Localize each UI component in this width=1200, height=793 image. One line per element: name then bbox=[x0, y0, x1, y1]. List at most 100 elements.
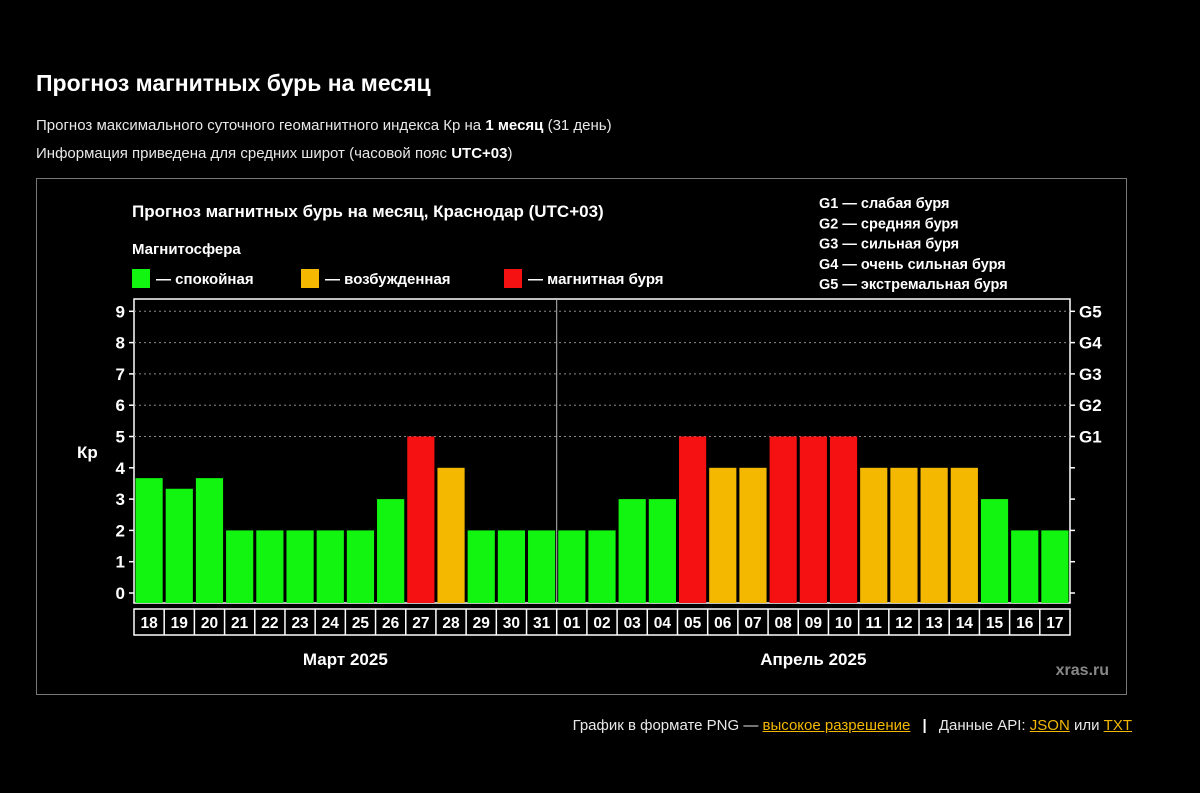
api-label: Данные API: bbox=[938, 717, 1026, 734]
footer: График в формате PNG — высокое разрешени… bbox=[573, 717, 1132, 734]
x-tick-label: 20 bbox=[201, 615, 218, 632]
x-tick-label: 12 bbox=[895, 615, 912, 632]
day-axis-box bbox=[133, 608, 1071, 636]
x-tick-label: 16 bbox=[1016, 615, 1034, 632]
legend-swatch bbox=[301, 269, 319, 288]
x-tick-label: 26 bbox=[382, 615, 400, 632]
legend-swatch bbox=[504, 269, 522, 288]
x-tick-label: 15 bbox=[986, 615, 1004, 632]
x-tick-label: 28 bbox=[442, 615, 460, 632]
x-tick-label: 01 bbox=[563, 615, 581, 632]
y-tick-label: 8 bbox=[116, 334, 125, 353]
x-tick-label: 21 bbox=[231, 615, 249, 632]
x-tick-label: 04 bbox=[654, 615, 672, 632]
g-tick-label: G5 bbox=[1079, 302, 1102, 321]
x-tick-label: 13 bbox=[926, 615, 944, 632]
g-legend-item: G3 — сильная буря bbox=[819, 237, 959, 253]
bar bbox=[437, 467, 465, 603]
bar bbox=[407, 436, 435, 603]
chart-panel: Прогноз магнитных бурь на месяц, Краснод… bbox=[36, 178, 1127, 695]
bar bbox=[920, 467, 948, 603]
bar bbox=[528, 530, 556, 603]
bar bbox=[618, 499, 646, 603]
g-tick-label: G3 bbox=[1079, 365, 1102, 384]
g-tick-label: G4 bbox=[1079, 334, 1102, 353]
x-tick-label: 25 bbox=[352, 615, 370, 632]
legend-label: — спокойная bbox=[156, 271, 254, 288]
legend-swatch bbox=[132, 269, 150, 288]
x-tick-label: 17 bbox=[1046, 615, 1063, 632]
x-tick-label: 10 bbox=[835, 615, 852, 632]
high-res-link[interactable]: высокое разрешение bbox=[762, 717, 911, 734]
x-tick-label: 22 bbox=[261, 615, 278, 632]
bar bbox=[860, 467, 888, 603]
x-tick-label: 06 bbox=[714, 615, 732, 632]
x-tick-label: 31 bbox=[533, 615, 551, 632]
bar bbox=[316, 530, 344, 603]
bar bbox=[346, 530, 375, 603]
legend-title: Магнитосфера bbox=[132, 241, 241, 258]
x-tick-label: 30 bbox=[503, 615, 520, 632]
x-tick-label: 19 bbox=[171, 615, 189, 632]
month-label: Март 2025 bbox=[303, 650, 388, 669]
bar bbox=[558, 530, 586, 603]
x-tick-label: 29 bbox=[473, 615, 491, 632]
forecast-info: Прогноз максимального суточного геомагни… bbox=[36, 117, 612, 134]
legend-label: — возбужденная bbox=[325, 271, 451, 288]
x-tick-label: 24 bbox=[322, 615, 340, 632]
bar bbox=[678, 436, 707, 603]
x-tick-label: 11 bbox=[866, 615, 883, 632]
x-tick-label: 08 bbox=[775, 615, 793, 632]
y-tick-label: 1 bbox=[116, 553, 125, 572]
g-legend-item: G4 — очень сильная буря bbox=[819, 257, 1006, 273]
y-tick-label: 5 bbox=[116, 428, 125, 447]
bar bbox=[195, 478, 224, 603]
bar bbox=[980, 499, 1009, 603]
y-tick-label: 9 bbox=[116, 302, 125, 321]
x-tick-label: 02 bbox=[593, 615, 610, 632]
y-tick-label: 3 bbox=[116, 490, 125, 509]
kp-bar-chart: Прогноз магнитных бурь на месяц, Краснод… bbox=[77, 196, 1109, 679]
chart-title: Прогноз магнитных бурь на месяц, Краснод… bbox=[132, 202, 604, 221]
x-tick-label: 23 bbox=[291, 615, 309, 632]
watermark: xras.ru bbox=[1056, 662, 1109, 679]
x-tick-label: 18 bbox=[140, 615, 158, 632]
timezone-info: Информация приведена для средних широт (… bbox=[36, 145, 513, 162]
y-tick-label: 4 bbox=[116, 459, 126, 478]
month-label: Апрель 2025 bbox=[760, 650, 866, 669]
g-legend-item: G2 — средняя буря bbox=[819, 216, 959, 232]
bar bbox=[709, 467, 737, 603]
bar bbox=[950, 467, 978, 603]
bar bbox=[256, 530, 284, 603]
json-link[interactable]: JSON bbox=[1029, 717, 1070, 734]
png-label: График в формате PNG — bbox=[572, 717, 759, 734]
txt-link[interactable]: TXT bbox=[1103, 717, 1132, 734]
footer-separator: | bbox=[922, 717, 927, 734]
y-tick-label: 6 bbox=[116, 396, 125, 415]
x-tick-label: 07 bbox=[744, 615, 761, 632]
bar bbox=[286, 530, 314, 603]
bar bbox=[165, 488, 193, 603]
x-tick-label: 27 bbox=[412, 615, 429, 632]
bar bbox=[135, 478, 163, 603]
x-tick-label: 03 bbox=[624, 615, 642, 632]
bar bbox=[769, 436, 797, 603]
bar bbox=[588, 530, 616, 603]
bar bbox=[467, 530, 495, 603]
g-legend-item: G1 — слабая буря bbox=[819, 196, 950, 212]
g-tick-label: G1 bbox=[1079, 428, 1102, 447]
y-tick-label: 2 bbox=[116, 521, 125, 540]
x-tick-label: 09 bbox=[805, 615, 823, 632]
bar bbox=[829, 436, 858, 603]
y-axis-label: Кр bbox=[77, 443, 98, 462]
bar bbox=[799, 436, 827, 603]
bar bbox=[890, 467, 918, 603]
or-label: или bbox=[1073, 717, 1100, 734]
g-tick-label: G2 bbox=[1079, 396, 1102, 415]
y-tick-label: 0 bbox=[116, 584, 125, 603]
page-title: Прогноз магнитных бурь на месяц bbox=[36, 70, 431, 96]
g-legend-item: G5 — экстремальная буря bbox=[819, 277, 1008, 293]
legend-label: — магнитная буря bbox=[528, 271, 664, 288]
bar bbox=[739, 467, 767, 603]
bar bbox=[377, 499, 405, 603]
